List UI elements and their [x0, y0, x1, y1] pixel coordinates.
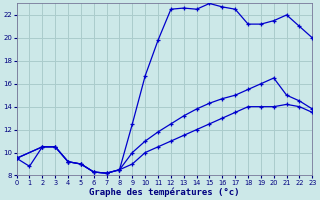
- X-axis label: Graphe des températures (°c): Graphe des températures (°c): [89, 187, 240, 197]
